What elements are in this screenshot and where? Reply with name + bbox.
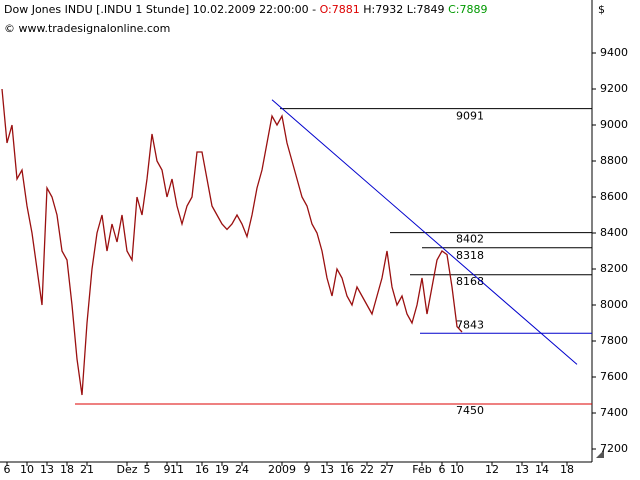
header-open: O:7881 <box>320 3 360 16</box>
price-line <box>1 88 463 396</box>
level-label: 7450 <box>456 404 484 417</box>
y-tick-label: 7200 <box>600 442 628 455</box>
x-tick-label: 18 <box>560 463 574 476</box>
y-tick-label: 8800 <box>600 154 628 167</box>
source: © www.tradesignalonline.com <box>4 22 170 35</box>
header: Dow Jones INDU [.INDU 1 Stunde] 10.02.20… <box>4 3 487 16</box>
x-tick-label: Feb <box>412 463 431 476</box>
header-title: Dow Jones INDU [.INDU 1 Stunde] <box>4 3 189 16</box>
y-tick-label: 9200 <box>600 82 628 95</box>
y-tick-label: 9400 <box>600 46 628 59</box>
x-tick-label: 16 <box>340 463 354 476</box>
x-tick-label: 6 <box>439 463 446 476</box>
y-tick-label: 7600 <box>600 370 628 383</box>
level-label: 8168 <box>456 275 484 288</box>
level-label: 8318 <box>456 249 484 262</box>
x-tick-label: 5 <box>144 463 151 476</box>
y-tick-label: 7800 <box>600 334 628 347</box>
x-tick-label: 11 <box>170 463 184 476</box>
currency: $ <box>598 3 605 16</box>
x-tick-label: 10 <box>20 463 34 476</box>
x-tick-label: Dez <box>116 463 137 476</box>
x-tick-label: 9 <box>164 463 171 476</box>
x-tick-label: 24 <box>235 463 249 476</box>
header-high: H:7932 <box>363 3 403 16</box>
x-tick-label: 2009 <box>268 463 296 476</box>
corner-grip <box>596 450 604 458</box>
y-tick-label: 8400 <box>600 226 628 239</box>
x-tick-label: 13 <box>320 463 334 476</box>
y-tick-label: 9000 <box>600 118 628 131</box>
y-tick-label: 8200 <box>600 262 628 275</box>
x-tick-label: 9 <box>304 463 311 476</box>
trendline <box>271 99 578 365</box>
header-low: L:7849 <box>407 3 445 16</box>
y-tick-label: 7400 <box>600 406 628 419</box>
x-tick-label: 19 <box>215 463 229 476</box>
x-tick-label: 27 <box>380 463 394 476</box>
y-tick-label: 8000 <box>600 298 628 311</box>
y-tick-label: 8600 <box>600 190 628 203</box>
x-tick-label: 21 <box>80 463 94 476</box>
x-tick-label: 14 <box>535 463 549 476</box>
x-tick-label: 16 <box>195 463 209 476</box>
x-tick-label: 22 <box>360 463 374 476</box>
x-tick-label: 18 <box>60 463 74 476</box>
x-tick-label: 12 <box>485 463 499 476</box>
level-label: 7843 <box>456 318 484 331</box>
x-tick-label: 13 <box>40 463 54 476</box>
level-label: 8402 <box>456 233 484 246</box>
header-datetime: 10.02.2009 22:00:00 <box>193 3 309 16</box>
x-tick-label: 10 <box>450 463 464 476</box>
level-label: 9091 <box>456 110 484 123</box>
header-sep: - <box>312 3 316 16</box>
header-close: C:7889 <box>448 3 487 16</box>
x-tick-label: 6 <box>4 463 11 476</box>
x-tick-label: 13 <box>515 463 529 476</box>
